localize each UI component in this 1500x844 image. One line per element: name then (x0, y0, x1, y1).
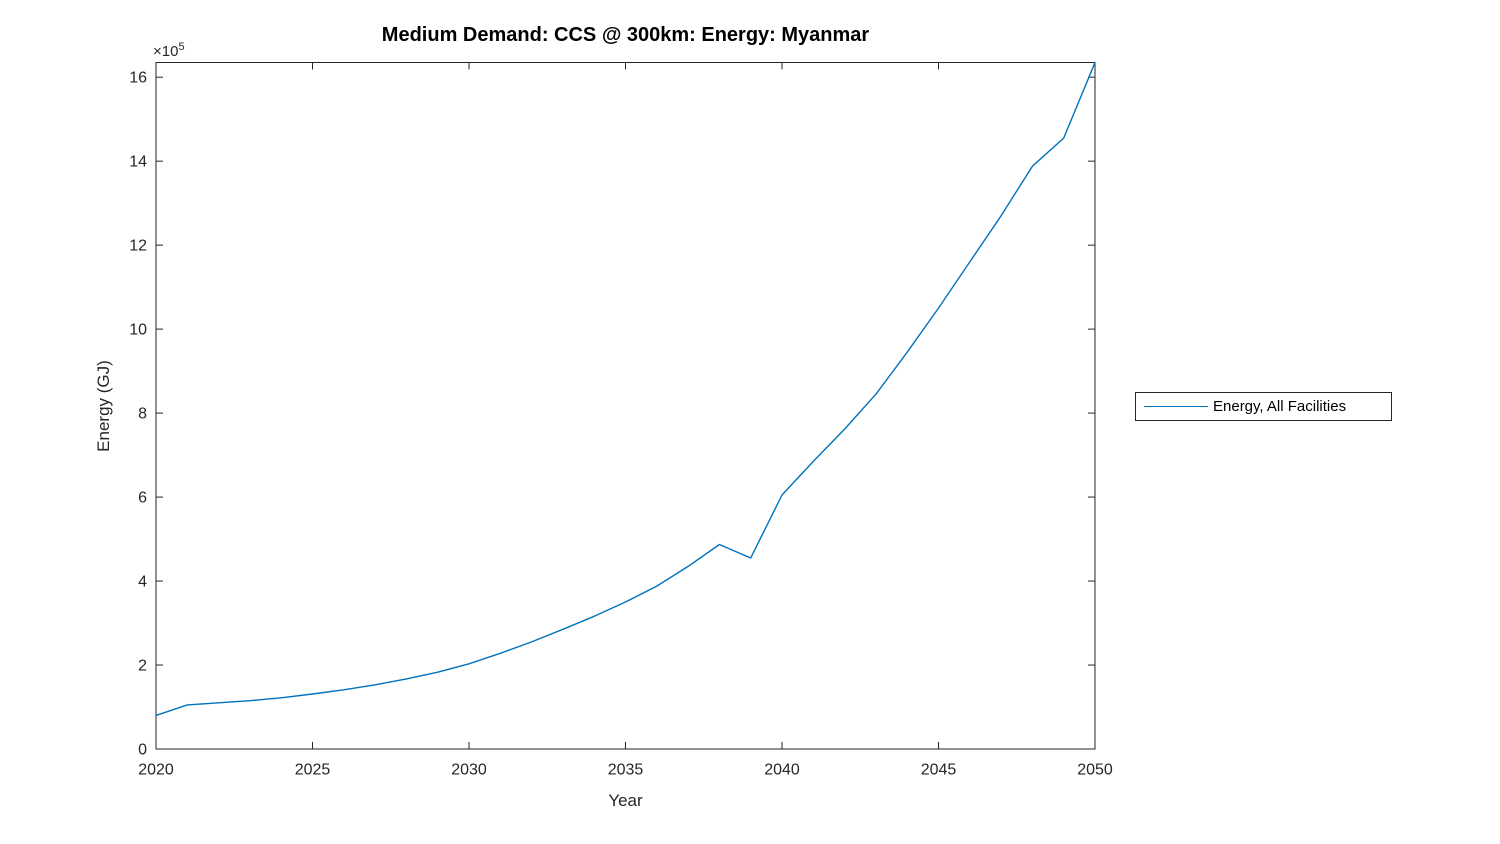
svg-text:12: 12 (129, 238, 147, 255)
svg-text:2020: 2020 (138, 761, 174, 778)
y-axis-multiplier: ×105 (153, 41, 185, 60)
legend-entry-label: Energy, All Facilities (1213, 398, 1347, 415)
y-axis-multiplier-exponent: 5 (178, 41, 185, 53)
svg-text:2040: 2040 (764, 761, 800, 778)
svg-text:14: 14 (129, 154, 147, 171)
chart-title: Medium Demand: CCS @ 300km: Energy: Myan… (381, 24, 870, 46)
svg-text:6: 6 (138, 490, 147, 507)
svg-text:2030: 2030 (451, 761, 487, 778)
y-axis-multiplier-base: ×10 (153, 43, 179, 60)
svg-text:2035: 2035 (608, 761, 644, 778)
svg-text:0: 0 (138, 742, 147, 759)
svg-text:2050: 2050 (1077, 761, 1113, 778)
legend-line-icon (1144, 406, 1208, 407)
svg-text:4: 4 (138, 574, 147, 591)
svg-text:2: 2 (138, 658, 147, 675)
legend: Energy, All Facilities (1135, 392, 1392, 421)
x-axis-label: Year (608, 791, 643, 810)
svg-text:10: 10 (129, 322, 147, 339)
svg-text:16: 16 (129, 70, 147, 87)
svg-text:2025: 2025 (295, 761, 331, 778)
svg-text:2045: 2045 (921, 761, 957, 778)
svg-text:8: 8 (138, 406, 147, 423)
